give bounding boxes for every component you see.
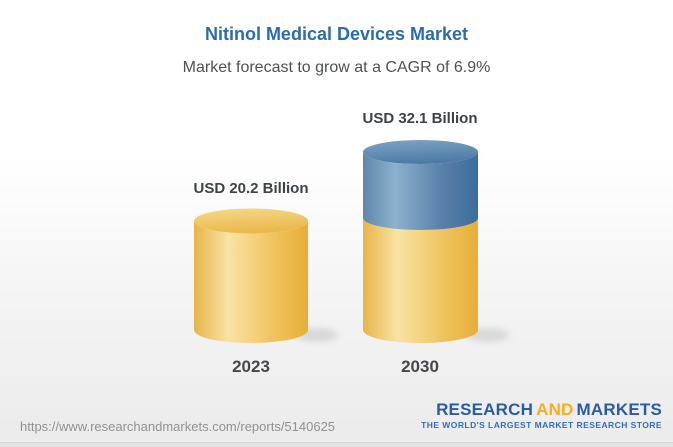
bottom-edge-divider	[0, 442, 673, 447]
logo-word-and: AND	[536, 400, 574, 419]
cylinder-body-2023	[194, 221, 308, 343]
report-url: https://www.researchandmarkets.com/repor…	[20, 419, 336, 434]
bar-2023-cylinder	[194, 208, 308, 343]
category-label-2030: 2030	[401, 357, 439, 376]
logo-word-markets: MARKETS	[576, 400, 662, 419]
category-label-2023: 2023	[232, 357, 270, 376]
cylinder-top-2030	[363, 140, 478, 164]
page-title: Nitinol Medical Devices Market	[204, 24, 469, 44]
research-and-markets-logo: RESEARCH AND MARKETS THE WORLD'S LARGEST M…	[421, 401, 662, 430]
value-label-2023: USD 20.2 Billion	[193, 180, 309, 197]
logo-word-research: RESEARCH	[436, 400, 534, 419]
logo-tagline: THE WORLD'S LARGEST MARKET RESEARCH STOR…	[421, 420, 662, 430]
cylinder-body-2030-base	[363, 218, 478, 343]
cylinder-top-2023	[194, 208, 308, 234]
cylinder-body-2030-growth	[363, 152, 478, 230]
logo-wordmark: RESEARCH AND MARKETS	[421, 401, 662, 418]
bar-2030-cylinder	[363, 140, 478, 343]
value-label-2030: USD 32.1 Billion	[362, 110, 478, 127]
page-subtitle: Market forecast to grow at a CAGR of 6.9…	[182, 59, 491, 76]
